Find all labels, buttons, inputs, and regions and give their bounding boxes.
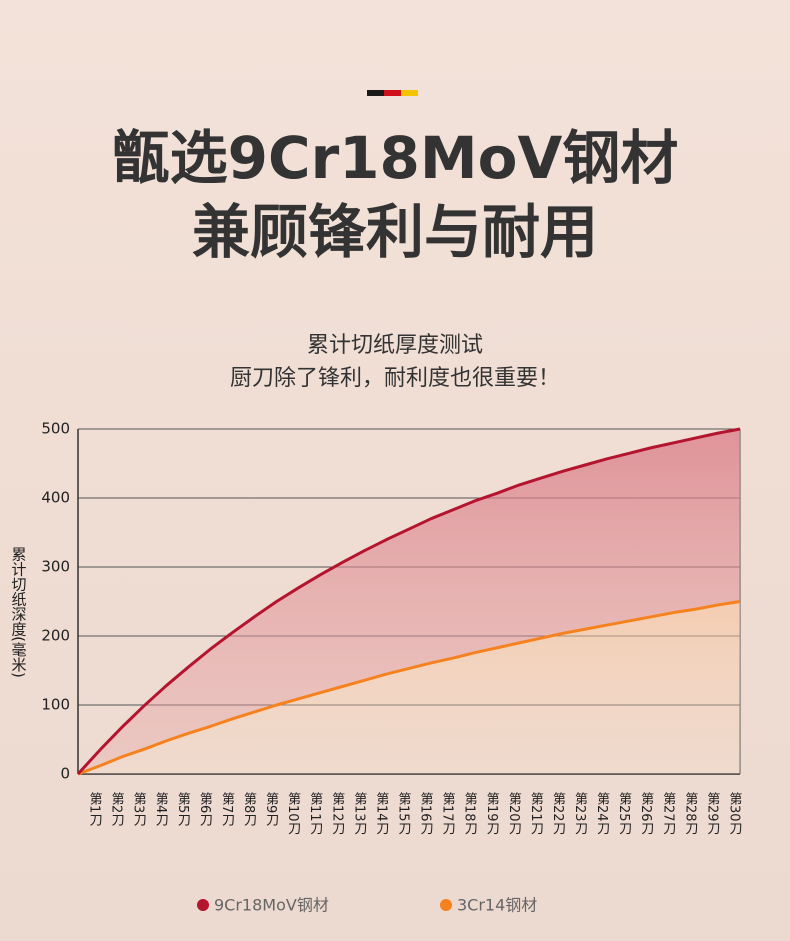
y-tick-label: 0 xyxy=(60,765,70,783)
y-tick-label: 500 xyxy=(41,420,70,438)
line xyxy=(99,600,741,768)
x-tick-label: 第24刀 xyxy=(594,792,610,836)
x-tick-label: 第19刀 xyxy=(484,792,500,836)
flag-stripe xyxy=(367,90,384,96)
x-tick-label: 第12刀 xyxy=(329,792,345,836)
x-tick-label: 第30刀 xyxy=(727,792,743,836)
line-lead-in xyxy=(77,764,101,776)
x-tick-label: 第8刀 xyxy=(241,792,256,828)
x-tick-label: 第3刀 xyxy=(131,792,147,828)
x-tick-label: 第10刀 xyxy=(285,792,301,836)
x-tick-label: 第15刀 xyxy=(396,792,412,836)
y-tick-label: 300 xyxy=(41,558,70,576)
legend-label: 9Cr18MoV钢材 xyxy=(214,896,329,915)
title: 兼顾锋利与耐用 xyxy=(192,198,598,266)
x-tick-label: 第25刀 xyxy=(616,792,632,836)
x-tick-label: 第17刀 xyxy=(440,792,456,836)
legend-marker xyxy=(440,899,452,911)
x-tick-label: 第26刀 xyxy=(638,792,654,836)
x-tick-label: 第28刀 xyxy=(682,792,698,836)
title: 甑选9Cr18MoV钢材 xyxy=(112,124,679,192)
x-tick-label: 第18刀 xyxy=(462,792,478,836)
x-tick-label: 第9刀 xyxy=(263,792,279,828)
flag-stripe xyxy=(384,90,401,96)
y-tick-label: 400 xyxy=(41,489,70,507)
x-tick-label: 第2刀 xyxy=(109,792,125,828)
subtitle: 厨刀除了锋利，耐利度也很重要！ xyxy=(230,366,560,391)
y-axis-label: 累计切纸深度(毫米) xyxy=(10,546,28,678)
x-tick-label: 第5刀 xyxy=(175,792,191,828)
x-tick-label: 第6刀 xyxy=(197,792,213,828)
x-tick-label: 第13刀 xyxy=(351,792,367,836)
x-tick-label: 第4刀 xyxy=(153,792,169,828)
x-tick-label: 第7刀 xyxy=(219,792,235,828)
legend-marker xyxy=(197,899,209,911)
x-tick-label: 第20刀 xyxy=(506,792,522,836)
x-tick-label: 第23刀 xyxy=(572,792,588,836)
x-tick-label: 第1刀 xyxy=(87,792,103,828)
x-tick-label: 第27刀 xyxy=(660,792,676,836)
line xyxy=(98,427,741,751)
area xyxy=(78,601,740,774)
x-tick-label: 第21刀 xyxy=(528,792,544,836)
y-tick-label: 200 xyxy=(41,627,70,645)
flag-stripe xyxy=(401,90,418,96)
x-tick-label: 第14刀 xyxy=(373,792,389,836)
subtitle: 累计切纸厚度测试 xyxy=(307,333,483,358)
x-tick-label: 第22刀 xyxy=(550,792,566,836)
x-tick-label: 第16刀 xyxy=(418,792,434,836)
y-tick-label: 100 xyxy=(41,696,70,714)
line-lead-in xyxy=(76,748,102,776)
area xyxy=(78,429,740,774)
x-tick-label: 第11刀 xyxy=(307,792,323,836)
legend-label: 3Cr14钢材 xyxy=(457,896,537,915)
x-tick-label: 第29刀 xyxy=(704,792,720,836)
